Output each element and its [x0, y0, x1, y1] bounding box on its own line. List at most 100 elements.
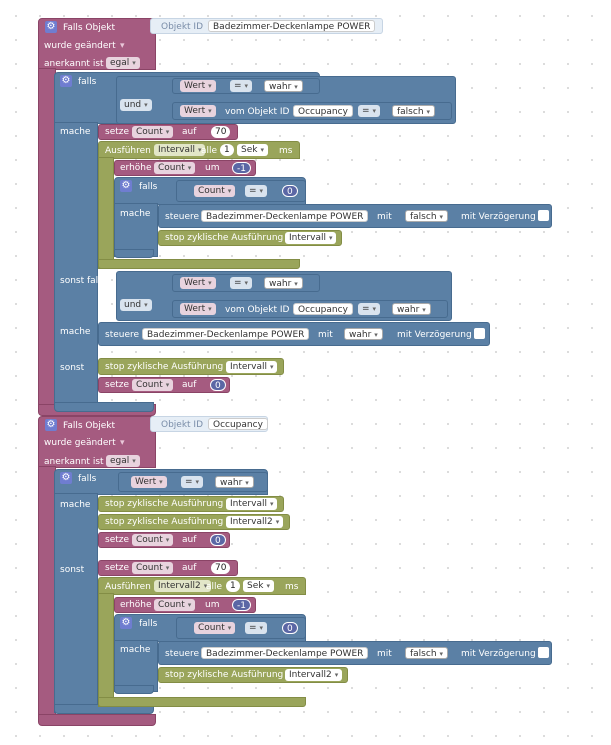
value-minus1[interactable]: -1 — [232, 162, 251, 174]
event1-header[interactable] — [38, 18, 156, 70]
wahr-dropdown[interactable]: wahr ▾ — [264, 80, 303, 92]
steuere-label: steuere — [165, 212, 200, 222]
changed-label: wurde geändert — [44, 438, 116, 448]
value-0[interactable]: 0 — [210, 534, 226, 546]
sonst-label: sonst — [60, 363, 85, 373]
eq-dropdown[interactable]: = ▾ — [245, 185, 268, 197]
wahr-dropdown[interactable]: wahr ▾ — [264, 277, 303, 289]
interval-dropdown[interactable]: Intervall ▾ — [226, 361, 278, 373]
setze-label: setze — [105, 380, 130, 390]
stop-label: stop zyklische Ausführung — [165, 233, 284, 243]
um-label: um — [205, 600, 220, 610]
wahr-dropdown[interactable]: wahr ▾ — [215, 476, 254, 488]
device-field[interactable]: Badezimmer-Deckenlampe POWER — [142, 328, 310, 340]
acknowledged-dropdown[interactable]: egal ▾ — [106, 57, 140, 69]
run-label: Ausführen — [105, 146, 151, 156]
count-var-dropdown[interactable]: Count ▾ — [154, 599, 196, 611]
changed-dropdown[interactable] — [44, 39, 130, 51]
gear-icon[interactable]: ⚙ — [45, 419, 57, 431]
mache-label: mache — [60, 127, 91, 137]
dropdown-arrow-icon: ▾ — [120, 438, 125, 448]
objekt-id-label: Objekt ID — [161, 420, 204, 430]
steuere-label: steuere — [165, 649, 200, 659]
auf-label: auf — [182, 127, 197, 137]
gear-icon[interactable]: ⚙ — [45, 21, 57, 33]
occupancy-field[interactable]: Occupancy — [293, 303, 353, 315]
gear-icon[interactable]: ⚙ — [120, 180, 132, 192]
delay-checkbox[interactable] — [538, 647, 549, 658]
unit-dropdown[interactable]: Sek ▾ — [237, 144, 268, 156]
setze-label: setze — [105, 563, 130, 573]
count-var-dropdown[interactable]: Count ▾ — [132, 126, 174, 138]
acknowledged-dropdown[interactable]: egal ▾ — [106, 455, 140, 467]
eq-dropdown[interactable]: = ▾ — [230, 277, 253, 289]
count-var-dropdown[interactable]: Count ▾ — [132, 534, 174, 546]
count-var-dropdown[interactable]: Count ▾ — [194, 185, 236, 197]
mit-label: mit — [377, 212, 392, 222]
steuere-label: steuere — [105, 330, 140, 340]
run-footer — [98, 697, 306, 707]
value-70[interactable]: 70 — [211, 562, 231, 574]
eq-dropdown[interactable]: = ▾ — [181, 476, 204, 488]
value-0[interactable]: 0 — [282, 185, 298, 197]
inner-mache-label: mache — [120, 209, 151, 219]
occupancy-field[interactable]: Occupancy — [293, 105, 353, 117]
value-dropdown[interactable]: falsch ▾ — [405, 210, 449, 222]
gear-icon[interactable]: ⚙ — [60, 472, 72, 484]
ms-label: ms — [279, 146, 293, 156]
delay-checkbox[interactable] — [474, 328, 485, 339]
gear-icon[interactable]: ⚙ — [120, 617, 132, 629]
count-var-dropdown[interactable]: Count ▾ — [132, 379, 174, 391]
interval-dropdown[interactable]: Intervall2 ▾ — [226, 516, 284, 528]
value-dropdown[interactable]: falsch ▾ — [405, 647, 449, 659]
interval-dropdown[interactable]: Intervall ▾ — [285, 232, 337, 244]
wert-dropdown[interactable]: Wert ▾ — [131, 476, 167, 488]
count-var-dropdown[interactable]: Count ▾ — [194, 622, 236, 634]
mit-label: mit — [377, 649, 392, 659]
wert-dropdown[interactable]: Wert ▾ — [180, 277, 216, 289]
changed-label: wurde geändert — [44, 41, 116, 51]
value-0[interactable]: 0 — [282, 622, 298, 634]
eq-dropdown[interactable]: = ▾ — [358, 105, 381, 117]
gear-icon[interactable]: ⚙ — [60, 75, 72, 87]
inner-if-spine — [114, 640, 158, 692]
value-0[interactable]: 0 — [210, 379, 226, 391]
eq-dropdown[interactable]: = ▾ — [358, 303, 381, 315]
run-label: Ausführen — [105, 582, 151, 592]
erhoehe-label: erhöhe — [120, 600, 152, 610]
stop-label: stop zyklische Ausführung — [105, 517, 224, 527]
value-dropdown[interactable]: wahr ▾ — [344, 328, 383, 340]
wahr-dropdown[interactable]: wahr ▾ — [392, 303, 431, 315]
device-field[interactable]: Badezimmer-Deckenlampe POWER — [201, 210, 369, 222]
count-var-dropdown[interactable]: Count ▾ — [154, 162, 196, 174]
falsch-dropdown[interactable]: falsch ▾ — [392, 105, 436, 117]
interval-n[interactable]: 1 — [226, 580, 240, 592]
alle-label: alle — [201, 146, 218, 156]
objekt-id-value[interactable]: Badezimmer-Deckenlampe POWER — [208, 20, 376, 32]
vom-objekt-id-label: vom Objekt ID — [225, 107, 290, 117]
count-var-dropdown[interactable]: Count ▾ — [132, 562, 174, 574]
wert-dropdown[interactable]: Wert ▾ — [180, 105, 216, 117]
interval-n[interactable]: 1 — [220, 144, 234, 156]
interval-dropdown[interactable]: Intervall2 ▾ — [154, 580, 212, 592]
wert-dropdown[interactable]: Wert ▾ — [180, 303, 216, 315]
value-70[interactable]: 70 — [211, 126, 231, 138]
run-spine — [98, 593, 114, 707]
auf-label: auf — [182, 535, 197, 545]
delay-checkbox[interactable] — [538, 210, 549, 221]
eq-dropdown[interactable]: = ▾ — [245, 622, 268, 634]
wert-dropdown[interactable]: Wert ▾ — [180, 80, 216, 92]
value-minus1[interactable]: -1 — [232, 599, 251, 611]
erhoehe-label: erhöhe — [120, 163, 152, 173]
interval-dropdown[interactable]: Intervall ▾ — [154, 144, 206, 156]
objekt-id-value[interactable]: Occupancy — [208, 418, 268, 430]
and-dropdown[interactable]: und ▾ — [120, 299, 152, 311]
interval-dropdown[interactable]: Intervall ▾ — [226, 498, 278, 510]
unit-dropdown[interactable]: Sek ▾ — [243, 580, 274, 592]
acknowledged-label: anerkannt ist — [44, 457, 104, 467]
and-dropdown[interactable]: und ▾ — [120, 99, 152, 111]
auf-label: auf — [182, 380, 197, 390]
eq-dropdown[interactable]: = ▾ — [230, 80, 253, 92]
device-field[interactable]: Badezimmer-Deckenlampe POWER — [201, 647, 369, 659]
interval-dropdown[interactable]: Intervall2 ▾ — [285, 669, 343, 681]
